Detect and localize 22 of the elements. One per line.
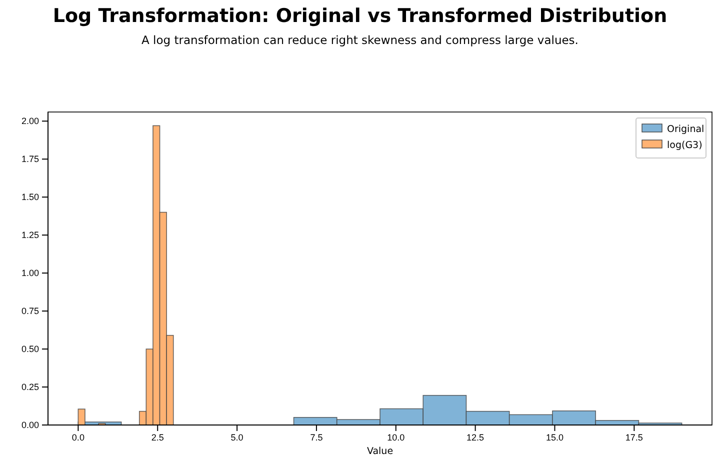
y-tick-label: 0.00 bbox=[21, 420, 39, 430]
legend-label: Original bbox=[667, 124, 704, 135]
x-tick-label: 0.0 bbox=[72, 432, 84, 442]
y-tick-label: 1.25 bbox=[21, 230, 39, 240]
y-tick-label: 1.50 bbox=[21, 192, 39, 202]
x-axis-title: Value bbox=[366, 446, 394, 457]
y-tick-label: 1.00 bbox=[21, 268, 39, 278]
x-tick-label: 17.5 bbox=[625, 432, 643, 442]
y-tick-label: 1.75 bbox=[21, 154, 39, 164]
x-tick-label: 10.0 bbox=[387, 432, 405, 442]
x-tick-label: 5.0 bbox=[230, 432, 244, 442]
x-tick-label: 2.5 bbox=[151, 432, 164, 442]
chart-subtitle: A log transformation can reduce right skewness and compress large values. bbox=[142, 33, 578, 47]
x-tick-label: 12.5 bbox=[466, 432, 484, 442]
y-tick-label: 0.25 bbox=[21, 382, 39, 392]
y-tick-label: 0.50 bbox=[21, 344, 39, 354]
y-tick-label: 0.75 bbox=[21, 306, 39, 316]
y-tick-label: 2.00 bbox=[21, 116, 39, 126]
legend-label: log(G3) bbox=[667, 140, 702, 151]
chart-title: Log Transformation: Original vs Transformed Distribution bbox=[52, 5, 668, 27]
x-tick-label: 15.0 bbox=[546, 432, 564, 442]
x-tick-label: 7.5 bbox=[310, 432, 323, 442]
